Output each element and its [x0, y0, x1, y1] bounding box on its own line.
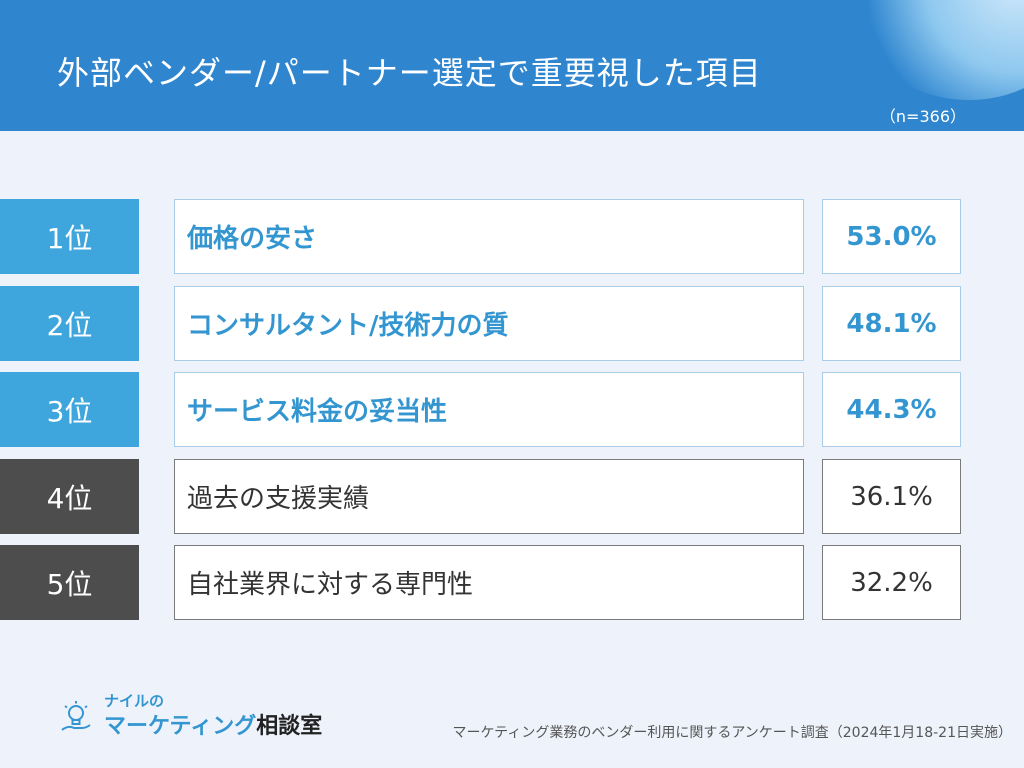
ranking-row: 1位 価格の安さ 53.0% — [0, 199, 1024, 275]
rank-badge: 1位 — [0, 199, 139, 274]
logo-small-text: ナイルの — [104, 692, 165, 710]
item-value: 48.1% — [822, 286, 961, 361]
item-value: 36.1% — [822, 459, 961, 534]
brand-logo: ナイルの マーケティング相談室 — [60, 690, 322, 745]
logo-main-text: マーケティング相談室 — [104, 708, 322, 740]
ranking-row: 2位 コンサルタント/技術力の質 48.1% — [0, 286, 1024, 362]
logo-main-blue: マーケティング — [104, 714, 257, 739]
ranking-row: 5位 自社業界に対する専門性 32.2% — [0, 545, 1024, 621]
lightbulb-icon — [61, 701, 91, 731]
item-label: コンサルタント/技術力の質 — [174, 286, 804, 361]
rank-badge: 4位 — [0, 459, 139, 534]
header-banner: 外部ベンダー/パートナー選定で重要視した項目 （n=366） — [0, 0, 1024, 131]
header-decoration — [854, 0, 1024, 100]
item-label: サービス料金の妥当性 — [174, 372, 804, 447]
item-value: 53.0% — [822, 199, 961, 274]
rank-badge: 5位 — [0, 545, 139, 620]
item-value: 44.3% — [822, 372, 961, 447]
survey-source: マーケティング業務のベンダー利用に関するアンケート調査（2024年1月18-21… — [452, 725, 1012, 741]
page-title: 外部ベンダー/パートナー選定で重要視した項目 — [57, 54, 762, 92]
ranking-row: 3位 サービス料金の妥当性 44.3% — [0, 372, 1024, 448]
logo-main-dark: 相談室 — [256, 714, 323, 739]
item-value: 32.2% — [822, 545, 961, 620]
item-label: 価格の安さ — [174, 199, 804, 274]
rank-badge: 2位 — [0, 286, 139, 361]
sample-size: （n=366） — [879, 107, 966, 126]
rank-badge: 3位 — [0, 372, 139, 447]
ranking-row: 4位 過去の支援実績 36.1% — [0, 459, 1024, 535]
item-label: 自社業界に対する専門性 — [174, 545, 804, 620]
item-label: 過去の支援実績 — [174, 459, 804, 534]
